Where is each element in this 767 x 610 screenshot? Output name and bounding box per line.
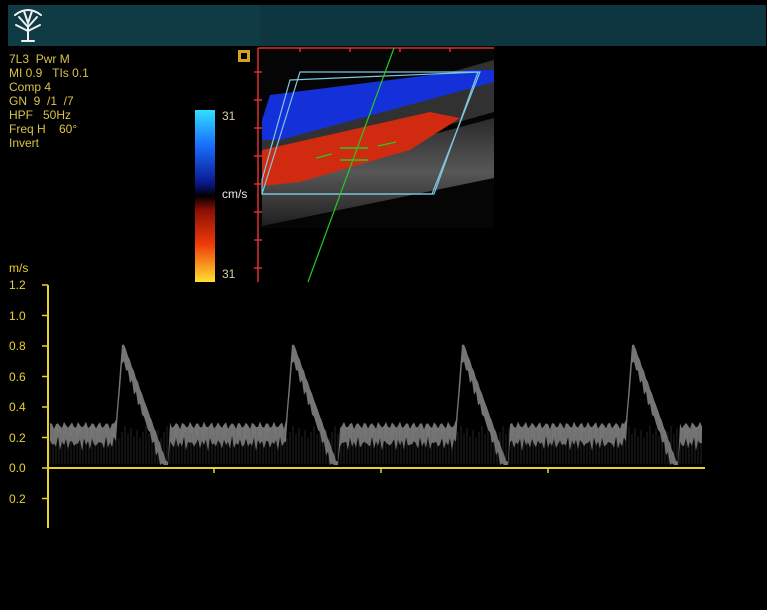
flow-region-toward	[262, 112, 460, 186]
velocity-tick-label: 0.2	[9, 430, 26, 445]
velocity-tick-label: 1.2	[9, 278, 26, 292]
color-scale-unit: cm/s	[222, 187, 248, 201]
tree-logo-icon	[14, 9, 42, 42]
tissue-layer-lower	[262, 118, 494, 226]
title-bar	[8, 5, 766, 46]
param-line: MI 0.9 TIs 0.1	[9, 66, 89, 80]
color-scale-max: 31	[222, 109, 236, 123]
color-scale-min: 31	[222, 267, 236, 281]
param-line: HPF 50Hz	[9, 108, 72, 122]
param-line: Freq H 60°	[9, 122, 78, 136]
velocity-tick-label: 0.8	[9, 339, 26, 353]
param-line: Comp 4	[9, 80, 52, 94]
doppler-cursor-line[interactable]	[307, 47, 395, 283]
param-line: GN 9 /1 /7	[9, 94, 74, 108]
spectral-doppler	[42, 284, 705, 528]
param-line: 7L3 Pwr M	[9, 52, 70, 66]
color-box[interactable]	[261, 71, 479, 195]
depth-ruler	[254, 47, 494, 282]
acquisition-parameters: 7L3 Pwr M MI 0.9 TIs 0.1 Comp 4 GN 9 /1 …	[9, 52, 89, 150]
velocity-tick-label: 0.2	[9, 491, 26, 506]
velocity-tick-label: 1.0	[9, 308, 26, 323]
param-line: Invert	[9, 136, 40, 150]
sample-volume-gate[interactable]	[315, 141, 397, 161]
flow-region-away	[262, 70, 494, 140]
spectral-velocity-unit: m/s	[9, 261, 29, 275]
velocity-tick-label: 0.6	[9, 369, 26, 384]
velocity-color-map	[195, 110, 215, 282]
velocity-tick-label: 0.4	[9, 400, 26, 414]
velocity-tick-label: 0.0	[9, 461, 26, 475]
color-doppler-image	[260, 48, 494, 228]
title-bar-shade	[260, 5, 766, 46]
spectral-envelope	[50, 344, 702, 465]
